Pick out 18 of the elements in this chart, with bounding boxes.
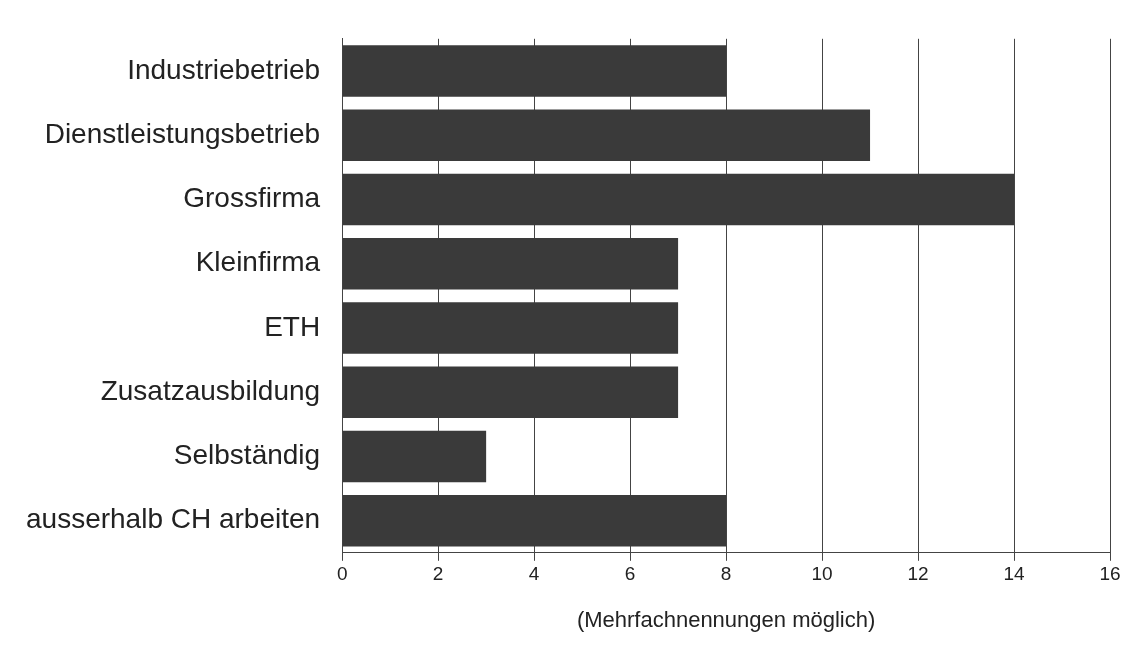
y-tick-label: Industriebetrieb [127,53,321,85]
y-tick-label: Selbständig [173,439,321,471]
x-tick-label: 6 [624,563,636,585]
x-axis-title: (Mehrfachnennungen möglich) [576,606,876,632]
x-tick-label: 0 [336,563,348,585]
y-tick-label: ausserhalb CH arbeiten [25,503,321,535]
y-tick-label: Grossfirma [183,182,321,214]
y-tick-label: Kleinfirma [195,246,321,278]
x-tick-label: 14 [1003,563,1026,585]
y-tick-label: ETH [264,310,321,342]
x-tick-label: 4 [528,563,540,585]
y-tick-label: Zusatzausbildung [100,374,321,406]
y-tick-label: Dienstleistungsbetrieb [44,117,321,149]
x-tick-label: 2 [432,563,444,585]
x-tick-label: 12 [907,563,929,585]
x-tick-label: 8 [720,563,732,585]
x-tick-label: 16 [1099,563,1121,585]
x-tick-label: 10 [811,563,833,585]
